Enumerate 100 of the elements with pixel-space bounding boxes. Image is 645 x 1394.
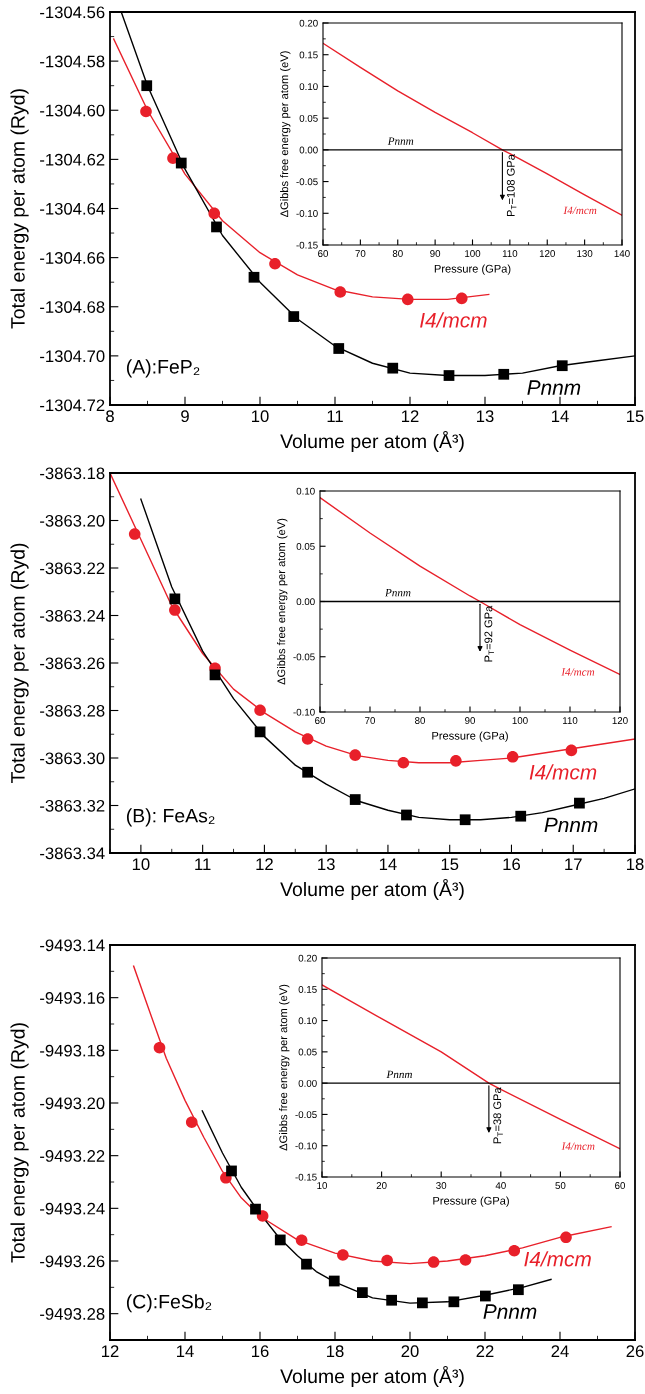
point — [288, 311, 300, 322]
y-tick-label: -3863.18 — [40, 467, 105, 480]
point — [556, 360, 568, 372]
y-tick-label: -0.10 — [293, 708, 315, 716]
y-tick-label: 0.10 — [299, 83, 318, 91]
x-tick-label: 16 — [503, 858, 521, 871]
point — [397, 756, 410, 769]
x-tick-label: 24 — [551, 1345, 569, 1357]
x-tick-label: 120 — [612, 717, 628, 724]
x-tick-label: 90 — [465, 717, 476, 724]
y-tick-label: -1304.56 — [40, 6, 105, 19]
point — [381, 1254, 393, 1267]
x-tick-label: 110 — [502, 250, 518, 257]
y-axis-title: Total energy per atom (Ryd) — [10, 543, 29, 784]
point — [269, 257, 281, 270]
point — [301, 1258, 312, 1270]
y-tick-label: -1304.68 — [40, 301, 105, 313]
point — [459, 1254, 472, 1266]
y-tick-label: -1304.72 — [40, 399, 105, 412]
line-series — [320, 496, 620, 676]
x-tick-label: 22 — [476, 1345, 494, 1357]
point — [349, 794, 361, 805]
x-tick-label: 50 — [555, 1182, 566, 1189]
y-tick-label: -0.05 — [293, 653, 315, 661]
y-tick-label: -3863.24 — [40, 609, 105, 622]
y-tick-label: 0.20 — [299, 19, 318, 27]
y-tick-label: 0.00 — [296, 598, 315, 606]
y-tick-label: -3863.20 — [40, 514, 105, 527]
point — [153, 1041, 166, 1054]
y-tick-label: -9493.26 — [40, 1255, 105, 1268]
point — [337, 1249, 349, 1261]
point — [401, 809, 412, 821]
point — [459, 814, 471, 826]
y-tick-label: -1304.66 — [40, 252, 105, 264]
x-tick-label: 10 — [252, 410, 269, 423]
point — [448, 1296, 460, 1308]
point — [185, 1116, 198, 1129]
y-tick-label: -1304.58 — [40, 55, 105, 68]
point — [128, 528, 141, 540]
y-tick-label: 0.05 — [296, 542, 315, 550]
y-tick-label: -1304.60 — [40, 104, 105, 117]
x-tick-label: 12 — [402, 410, 419, 422]
y-tick-label: -0.10 — [296, 210, 318, 217]
x-tick-label: 14 — [379, 858, 397, 870]
y-tick-label: -9493.28 — [40, 1308, 105, 1320]
x-tick-label: 20 — [401, 1345, 419, 1358]
point — [140, 105, 152, 118]
point — [450, 755, 462, 767]
y-tick-label: -0.05 — [296, 178, 318, 186]
point — [387, 362, 399, 374]
point — [226, 1165, 237, 1177]
point — [443, 370, 455, 381]
y-tick-label: -9493.22 — [40, 1150, 105, 1162]
point — [328, 1275, 340, 1287]
y-tick-label: -9493.14 — [40, 939, 105, 952]
y-tick-label: -3863.28 — [40, 704, 105, 717]
point — [508, 1244, 521, 1257]
annotation: (A):FeP₂ — [126, 359, 200, 378]
x-tick-label: 9 — [181, 410, 189, 423]
y-tick-label: -1304.70 — [40, 350, 105, 363]
series-label: I4/mcm — [563, 206, 597, 215]
series-label: I4/mcm — [561, 1142, 595, 1150]
x-axis-title: Volume per atom (Å³) — [280, 878, 464, 901]
series-label: I4/mcm — [524, 1251, 591, 1267]
x-tick-label: 70 — [355, 250, 366, 257]
annotation: (C):FeSb₂ — [126, 1294, 212, 1313]
y-tick-label: -0.15 — [295, 1173, 317, 1181]
y-tick-label: -3863.34 — [40, 847, 105, 860]
point — [274, 1234, 286, 1246]
y-axis-title: Total energy per atom (Ryd) — [10, 89, 29, 329]
point — [254, 704, 266, 717]
point — [560, 1231, 572, 1244]
series-label: I4/mcm — [529, 764, 597, 780]
y-tick-label: -9493.18 — [40, 1044, 105, 1057]
y-tick-label: 0.00 — [299, 146, 318, 154]
x-tick-label: 11 — [195, 858, 211, 870]
annotation: (B): FeAs₂ — [126, 808, 215, 827]
point — [357, 1287, 368, 1298]
y-tick-label: 0.00 — [298, 1079, 317, 1087]
y-tick-label: -3863.30 — [40, 752, 105, 765]
x-tick-label: 18 — [327, 1345, 344, 1358]
line-series — [132, 965, 612, 1265]
point — [295, 1234, 308, 1247]
point — [401, 293, 414, 306]
x-tick-label: 110 — [562, 717, 578, 724]
point — [301, 733, 314, 745]
y-tick-label: -3863.22 — [40, 562, 105, 575]
x-tick-label: 26 — [626, 1345, 644, 1358]
x-tick-label: 8 — [106, 410, 114, 423]
x-tick-label: 15 — [627, 410, 644, 423]
point — [254, 726, 266, 738]
y-tick-label: -9493.16 — [40, 992, 105, 1004]
point — [141, 80, 153, 92]
x-tick-label: 70 — [365, 717, 376, 724]
point — [427, 1256, 440, 1268]
point — [417, 1297, 428, 1309]
x-tick-label: 15 — [441, 858, 459, 871]
x-tick-label: 100 — [512, 717, 528, 724]
x-tick-label: 130 — [577, 250, 593, 257]
point — [209, 669, 221, 681]
